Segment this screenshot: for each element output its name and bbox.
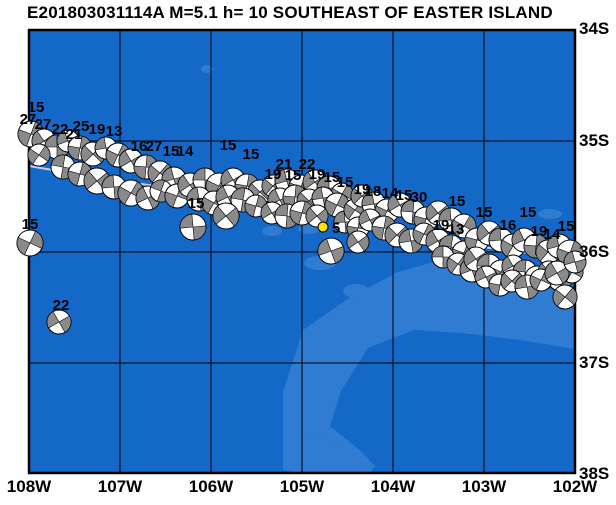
focal-mechanism-label: 14 — [382, 185, 399, 202]
focal-mechanism-label: 16 — [500, 217, 517, 234]
graticule — [29, 30, 575, 473]
focal-mechanism-symbol — [552, 284, 578, 310]
focal-mechanism-label: 14 — [544, 226, 561, 243]
focal-mechanism-label: 15 — [220, 137, 237, 154]
focal-mechanism-label: 15 — [396, 187, 413, 204]
focal-mechanism-label: 22 — [52, 121, 69, 138]
x-axis-label: 106W — [188, 477, 234, 496]
x-axis-label: 102W — [552, 477, 598, 496]
focal-mechanism-label: 15 — [337, 174, 354, 191]
focal-mechanism-label: 30 — [411, 189, 428, 206]
focal-mechanism-label: 15 — [28, 99, 45, 116]
bathymetry-patch — [538, 209, 562, 219]
focal-mechanism-label: 15 — [285, 167, 302, 184]
bathymetry-patch — [283, 430, 372, 472]
focal-mechanism-label: 15 — [449, 193, 466, 210]
focal-mechanism-label: 19 — [309, 166, 326, 183]
focal-mechanism-label: 19 — [265, 166, 282, 183]
focal-mechanism-label: 19 — [89, 121, 106, 138]
focal-mechanism-symbol — [563, 250, 587, 274]
y-axis-label: 35S — [579, 131, 610, 150]
y-axis-label: 37S — [579, 353, 610, 372]
focal-mechanism-label: 19 — [354, 181, 371, 198]
focal-mechanism-label: 27 — [146, 138, 163, 155]
focal-mechanism-label: 19 — [433, 217, 450, 234]
focal-mechanism-label: 15 — [22, 216, 39, 233]
event-label: 5 — [332, 220, 340, 237]
focal-mechanism-label: 27 — [35, 116, 52, 133]
focal-mechanism-label: 15 — [558, 218, 575, 235]
focal-mechanisms — [16, 120, 587, 335]
focal-mechanism-symbol — [46, 309, 72, 335]
focal-mechanism-label: 15 — [324, 169, 341, 186]
focal-mechanism-symbol — [27, 143, 51, 167]
focal-mechanism-label: 22 — [53, 297, 70, 314]
focal-mechanism-label: 15 — [188, 195, 205, 212]
focal-mechanism-label: 27 — [20, 111, 37, 128]
focal-mechanism-symbol — [317, 237, 345, 265]
x-axis-label: 104W — [370, 477, 416, 496]
focal-mechanism-symbol — [212, 202, 240, 230]
focal-mechanism-symbol — [305, 204, 329, 228]
focal-mechanism-label: 15 — [163, 143, 180, 160]
focal-mechanism-label: 15 — [476, 204, 493, 221]
focal-mechanism-label: 19 — [531, 223, 548, 240]
bathymetry-patch — [343, 284, 369, 298]
focal-mechanism-label: 13 — [106, 123, 123, 140]
x-axis-label: 105W — [279, 477, 325, 496]
focal-mechanism-label: 25 — [73, 118, 90, 135]
x-axis-label: 103W — [461, 477, 507, 496]
focal-mechanism-label: 21 — [276, 156, 293, 173]
focal-mechanism-symbol — [179, 213, 207, 241]
focal-mechanism-symbol — [16, 229, 44, 257]
focal-mechanism-label: 18 — [365, 183, 382, 200]
bathymetry-patch — [262, 226, 282, 236]
focal-mechanism-label: 15 — [243, 146, 260, 163]
y-axis-label: 38S — [579, 464, 610, 483]
focal-mechanism-label: 22 — [299, 156, 316, 173]
bathymetry-patches — [201, 65, 575, 473]
focal-mechanism-symbol — [346, 230, 370, 254]
y-axis-label: 36S — [579, 242, 610, 261]
focal-mechanism-label: 16 — [131, 138, 148, 155]
bathymetry-patch — [201, 65, 213, 73]
y-axis-label: 34S — [579, 19, 610, 38]
bathymetry-patch — [283, 263, 575, 473]
x-axis-label: 108W — [6, 477, 52, 496]
focal-mechanism-symbol — [544, 260, 570, 286]
focal-mechanism-label: 13 — [448, 221, 465, 238]
figure-title: E201803031114A M=5.1 h= 10 SOUTHEAST OF … — [27, 3, 553, 22]
focal-mechanism-label: 15 — [520, 204, 537, 221]
focal-mechanism-label: 21 — [66, 126, 83, 143]
x-axis-label: 107W — [97, 477, 143, 496]
focal-mechanism-label: 14 — [177, 143, 194, 160]
event-epicenter-marker — [317, 221, 329, 233]
